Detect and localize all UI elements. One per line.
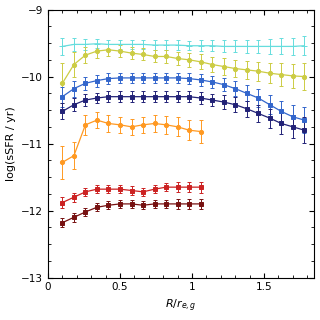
Y-axis label: log(sSFR / yr): log(sSFR / yr) bbox=[5, 106, 16, 181]
X-axis label: $R/r_{e,g}$: $R/r_{e,g}$ bbox=[165, 298, 197, 315]
